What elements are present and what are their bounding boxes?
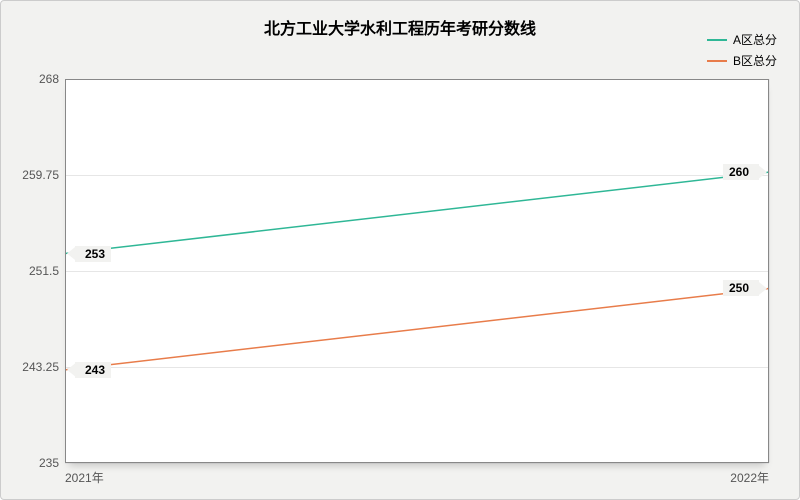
chart-container: 北方工业大学水利工程历年考研分数线 A区总分 B区总分 253 260 243 250… — [0, 0, 800, 500]
value-label: 253 — [75, 246, 111, 262]
gridline-v — [769, 79, 770, 463]
x-tick-label: 2021年 — [65, 463, 104, 486]
series-line — [65, 172, 769, 253]
x-tick-label: 2022年 — [730, 463, 769, 486]
legend-item-b: B区总分 — [707, 52, 777, 69]
legend-swatch-b — [707, 60, 727, 62]
value-label: 260 — [723, 164, 759, 180]
line-series-svg — [65, 79, 769, 463]
y-tick-label: 251.5 — [29, 264, 65, 278]
legend: A区总分 B区总分 — [707, 31, 777, 73]
y-tick-label: 268 — [39, 72, 65, 86]
plot-area: 253260243250 235243.25251.5259.75268 202… — [65, 79, 769, 463]
value-label: 243 — [75, 362, 111, 378]
y-tick-label: 243.25 — [22, 360, 65, 374]
y-tick-label: 235 — [39, 456, 65, 470]
gridline-h — [65, 463, 769, 464]
series-line — [65, 288, 769, 369]
value-label: 250 — [723, 280, 759, 296]
legend-label-a: A区总分 — [733, 31, 777, 48]
legend-swatch-a — [707, 39, 727, 41]
legend-item-a: A区总分 — [707, 31, 777, 48]
legend-label-b: B区总分 — [733, 52, 777, 69]
y-tick-label: 259.75 — [22, 168, 65, 182]
chart-title: 北方工业大学水利工程历年考研分数线 — [1, 15, 799, 39]
